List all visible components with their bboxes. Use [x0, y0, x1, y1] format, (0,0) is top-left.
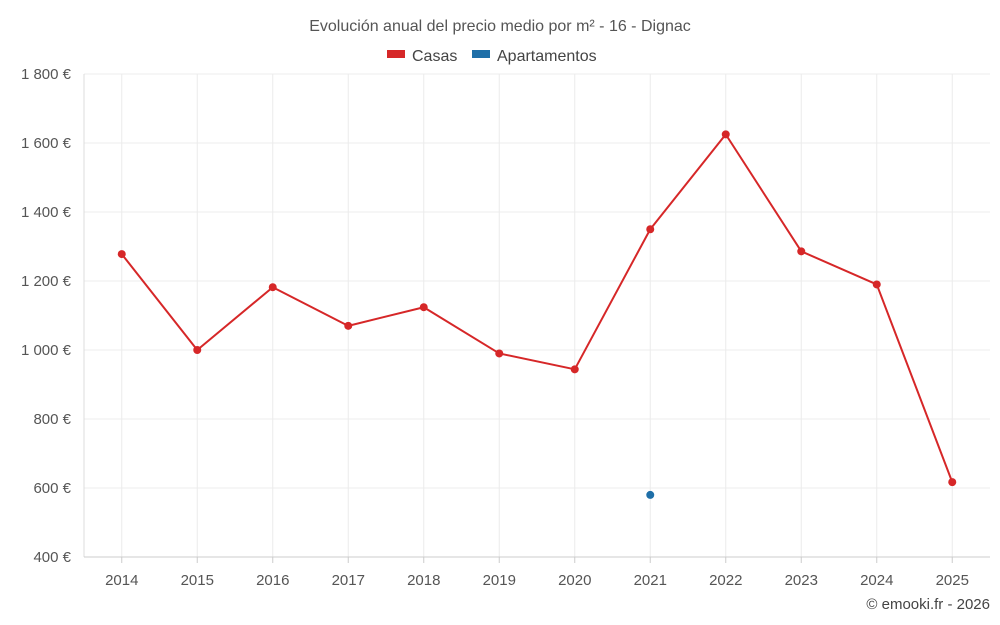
y-tick-label-1200: 1 200 €	[21, 273, 72, 290]
data-point-casas-2017[interactable]: Casas 2017: 1070	[344, 321, 353, 330]
x-tick-label-2019: 2019	[483, 572, 516, 589]
data-point-casas-2018[interactable]: Casas 2018: 1124	[419, 303, 428, 312]
legend-swatch-casas	[387, 50, 405, 58]
legend: Casas Apartamentos	[387, 48, 597, 65]
x-tick-label-2022: 2022	[709, 572, 742, 589]
data-point-casas-2024[interactable]: Casas 2024: 1190	[872, 280, 881, 289]
y-tick-label-400: 400 €	[33, 549, 71, 566]
chart-title: Evolución anual del precio medio por m² …	[309, 18, 691, 35]
x-tick-label-2015: 2015	[181, 572, 214, 589]
legend-swatch-apartamentos	[472, 50, 490, 58]
y-tick-label-800: 800 €	[33, 411, 71, 428]
credit-text: © emooki.fr - 2026	[866, 596, 990, 613]
x-tick-label-2021: 2021	[634, 572, 667, 589]
legend-label-apartamentos[interactable]: Apartamentos	[497, 48, 597, 65]
x-tick-label-2024: 2024	[860, 572, 893, 589]
x-tick-label-2018: 2018	[407, 572, 440, 589]
y-tick-label-1400: 1 400 €	[21, 204, 72, 221]
x-tick-label-2025: 2025	[936, 572, 969, 589]
x-tick-label-2016: 2016	[256, 572, 289, 589]
y-tick-label-600: 600 €	[33, 480, 71, 497]
data-point-casas-2022[interactable]: Casas 2022: 1625	[721, 130, 730, 139]
y-tick-label-1600: 1 600 €	[21, 135, 72, 152]
data-point-casas-2025[interactable]: Casas 2025: 617	[948, 478, 957, 487]
x-tick-label-2017: 2017	[332, 572, 365, 589]
x-tick-label-2014: 2014	[105, 572, 138, 589]
legend-label-casas[interactable]: Casas	[412, 48, 457, 65]
data-point-apartamentos-2021[interactable]: Apartamentos 2021: 580	[646, 490, 655, 499]
data-point-casas-2014[interactable]: Casas 2014: 1278	[117, 250, 126, 259]
series-line-casas	[120, 133, 954, 484]
x-tick-label-2023: 2023	[785, 572, 818, 589]
data-point-casas-2016[interactable]: Casas 2016: 1182	[268, 283, 277, 292]
x-tick-label-2020: 2020	[558, 572, 591, 589]
y-tick-label-1000: 1 000 €	[21, 342, 72, 359]
axes-layer: 400 € 600 € 800 € 1 000 € 1 200 € 1 400 € 1 60…	[21, 66, 990, 589]
data-point-casas-2023[interactable]: Casas 2023: 1286	[797, 247, 806, 256]
data-point-casas-2021[interactable]: Casas 2021: 1350	[646, 225, 655, 234]
y-tick-label-1800: 1 800 €	[21, 66, 72, 83]
grid-layer	[84, 73, 990, 558]
data-point-casas-2020[interactable]: Casas 2020: 944	[570, 365, 579, 374]
data-point-casas-2019[interactable]: Casas 2019: 990	[495, 349, 504, 358]
